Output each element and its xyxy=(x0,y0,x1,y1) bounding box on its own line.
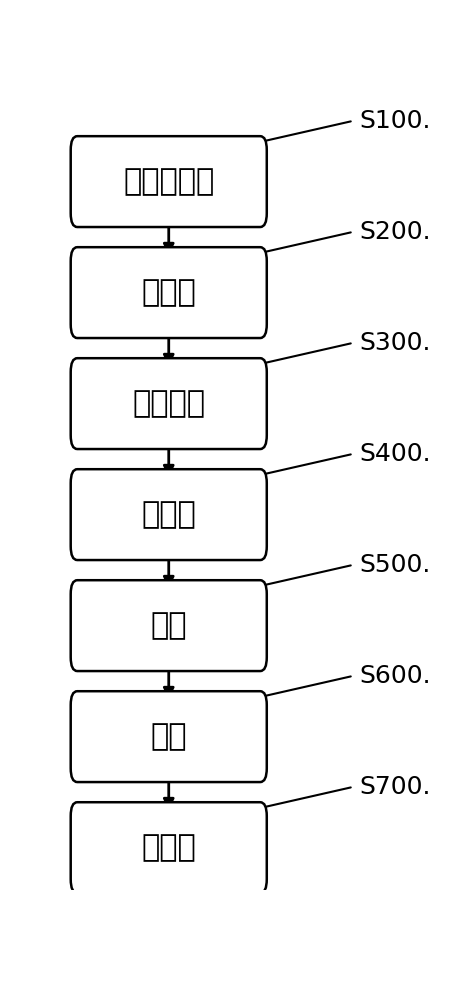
Text: S500.: S500. xyxy=(359,553,430,577)
Text: S700.: S700. xyxy=(359,775,430,799)
Text: S200.: S200. xyxy=(359,220,430,244)
Text: 再反应: 再反应 xyxy=(142,833,196,862)
Text: S100.: S100. xyxy=(359,109,430,133)
Text: 减压蒸馏: 减压蒸馏 xyxy=(132,389,205,418)
FancyBboxPatch shape xyxy=(71,691,267,782)
FancyBboxPatch shape xyxy=(71,580,267,671)
Text: 后反应: 后反应 xyxy=(142,500,196,529)
Text: 脱盐: 脱盐 xyxy=(151,611,187,640)
Text: S400.: S400. xyxy=(359,442,430,466)
Text: 预反应: 预反应 xyxy=(142,278,196,307)
Text: 脱水: 脱水 xyxy=(151,722,187,751)
Text: S600.: S600. xyxy=(359,664,430,688)
FancyBboxPatch shape xyxy=(71,469,267,560)
FancyBboxPatch shape xyxy=(71,802,267,893)
Text: S300.: S300. xyxy=(359,331,430,355)
FancyBboxPatch shape xyxy=(71,136,267,227)
FancyBboxPatch shape xyxy=(71,358,267,449)
FancyBboxPatch shape xyxy=(71,247,267,338)
Text: 投料、除氧: 投料、除氧 xyxy=(123,167,214,196)
